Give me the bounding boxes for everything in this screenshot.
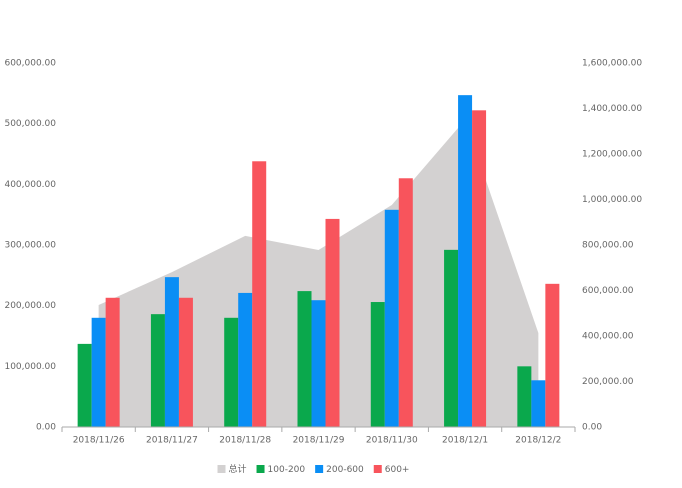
y-tick-label: 0.00 [36, 423, 56, 433]
y2-tick-label: 600,000.00 [582, 286, 634, 296]
legend-label: 600+ [385, 465, 410, 475]
bar [517, 366, 532, 427]
bar [458, 95, 473, 428]
legend-swatch [256, 465, 265, 473]
bar [531, 380, 546, 427]
y2-tick-label: 0.00 [582, 423, 602, 433]
y-tick-label: 500,000.00 [4, 119, 56, 129]
y-tick-label: 600,000.00 [4, 59, 56, 69]
bar [164, 277, 179, 427]
y-tick-label: 300,000.00 [4, 241, 56, 251]
legend-label: 总计 [229, 463, 247, 475]
x-tick-label: 2018/11/28 [219, 436, 271, 446]
y2-tick-label: 200,000.00 [582, 377, 634, 387]
bar [545, 283, 560, 427]
x-tick-label: 2018/11/27 [146, 436, 198, 446]
bar [311, 300, 326, 427]
y2-tick-label: 1,400,000.00 [582, 104, 642, 114]
x-tick-label: 2018/12/1 [442, 436, 488, 446]
x-tick-label: 2018/11/29 [293, 436, 345, 446]
bar [150, 314, 165, 427]
bar [398, 178, 413, 427]
bar [384, 209, 399, 427]
legend-swatch [315, 465, 324, 473]
bar [77, 343, 92, 427]
y-tick-label: 200,000.00 [4, 301, 56, 311]
y2-tick-label: 400,000.00 [582, 332, 634, 342]
x-tick-label: 2018/11/30 [366, 436, 418, 446]
bar [370, 302, 385, 427]
bar [472, 110, 487, 427]
y-tick-label: 100,000.00 [4, 362, 56, 372]
legend-label: 200-600 [326, 465, 364, 475]
x-tick-label: 2018/12/2 [515, 436, 561, 446]
area [98, 119, 539, 427]
bar [105, 297, 120, 427]
legend-swatch [217, 465, 226, 473]
y-tick-label: 400,000.00 [4, 180, 56, 190]
legend-swatch [373, 465, 382, 473]
bar [252, 161, 267, 427]
y2-tick-label: 1,000,000.00 [582, 195, 642, 205]
x-tick-label: 2018/11/26 [73, 436, 125, 446]
bar [178, 297, 193, 427]
legend-label: 100-200 [268, 465, 306, 475]
bar [444, 249, 459, 427]
y2-tick-label: 800,000.00 [582, 241, 634, 251]
legend: 总计 100-200 200-600 600+ [217, 463, 410, 475]
bar [325, 218, 340, 427]
bar [238, 292, 253, 427]
bar [224, 317, 239, 427]
y2-tick-label: 1,600,000.00 [582, 59, 642, 69]
bar [91, 317, 106, 427]
bar [297, 291, 312, 427]
y2-tick-label: 1,200,000.00 [582, 150, 642, 160]
